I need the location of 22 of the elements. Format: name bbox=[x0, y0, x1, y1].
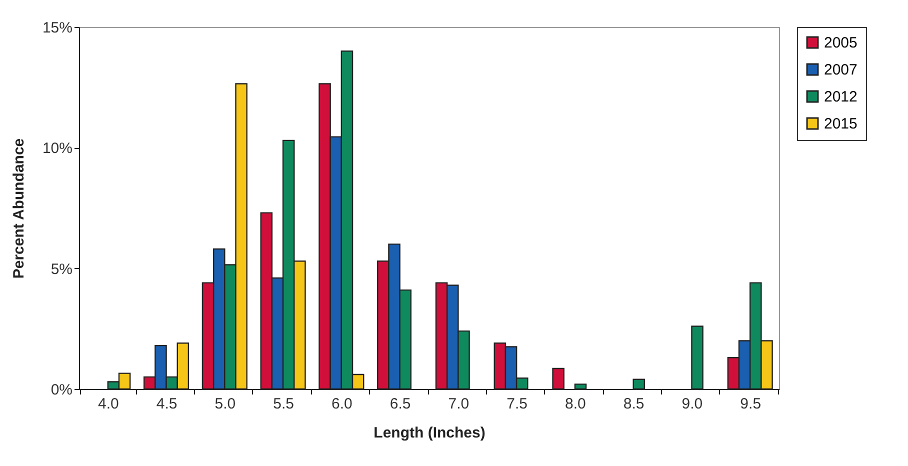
x-tick-label: 8.0 bbox=[565, 396, 586, 412]
x-tick-label: 5.5 bbox=[273, 396, 294, 412]
y-tick-label: 15% bbox=[42, 20, 72, 36]
y-tick-label: 5% bbox=[50, 260, 72, 278]
x-tick-label: 9.0 bbox=[682, 396, 703, 412]
x-tick-label: 5.0 bbox=[214, 396, 236, 412]
x-tick-label: 4.0 bbox=[98, 396, 119, 412]
legend-label: 2012 bbox=[824, 88, 858, 106]
y-axis-title: Percent Abundance bbox=[10, 138, 28, 279]
y-tick-label: 10% bbox=[42, 140, 72, 158]
x-tick-label: 8.5 bbox=[623, 396, 644, 412]
y-tick-label: 0% bbox=[50, 382, 72, 398]
x-tick-label: 9.5 bbox=[740, 396, 762, 412]
x-axis-title: Length (Inches) bbox=[374, 424, 486, 442]
legend-label: 2007 bbox=[824, 62, 858, 78]
x-tick-label: 4.5 bbox=[156, 396, 178, 412]
x-tick-label: 7.0 bbox=[448, 396, 470, 412]
legend-label: 2005 bbox=[824, 34, 858, 52]
legend-label: 2015 bbox=[824, 116, 858, 132]
x-tick-label: 6.0 bbox=[331, 396, 352, 412]
x-tick-label: 6.5 bbox=[390, 396, 411, 412]
x-tick-label: 7.5 bbox=[506, 396, 528, 412]
